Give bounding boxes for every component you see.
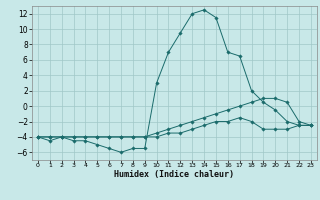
X-axis label: Humidex (Indice chaleur): Humidex (Indice chaleur) <box>115 170 234 179</box>
